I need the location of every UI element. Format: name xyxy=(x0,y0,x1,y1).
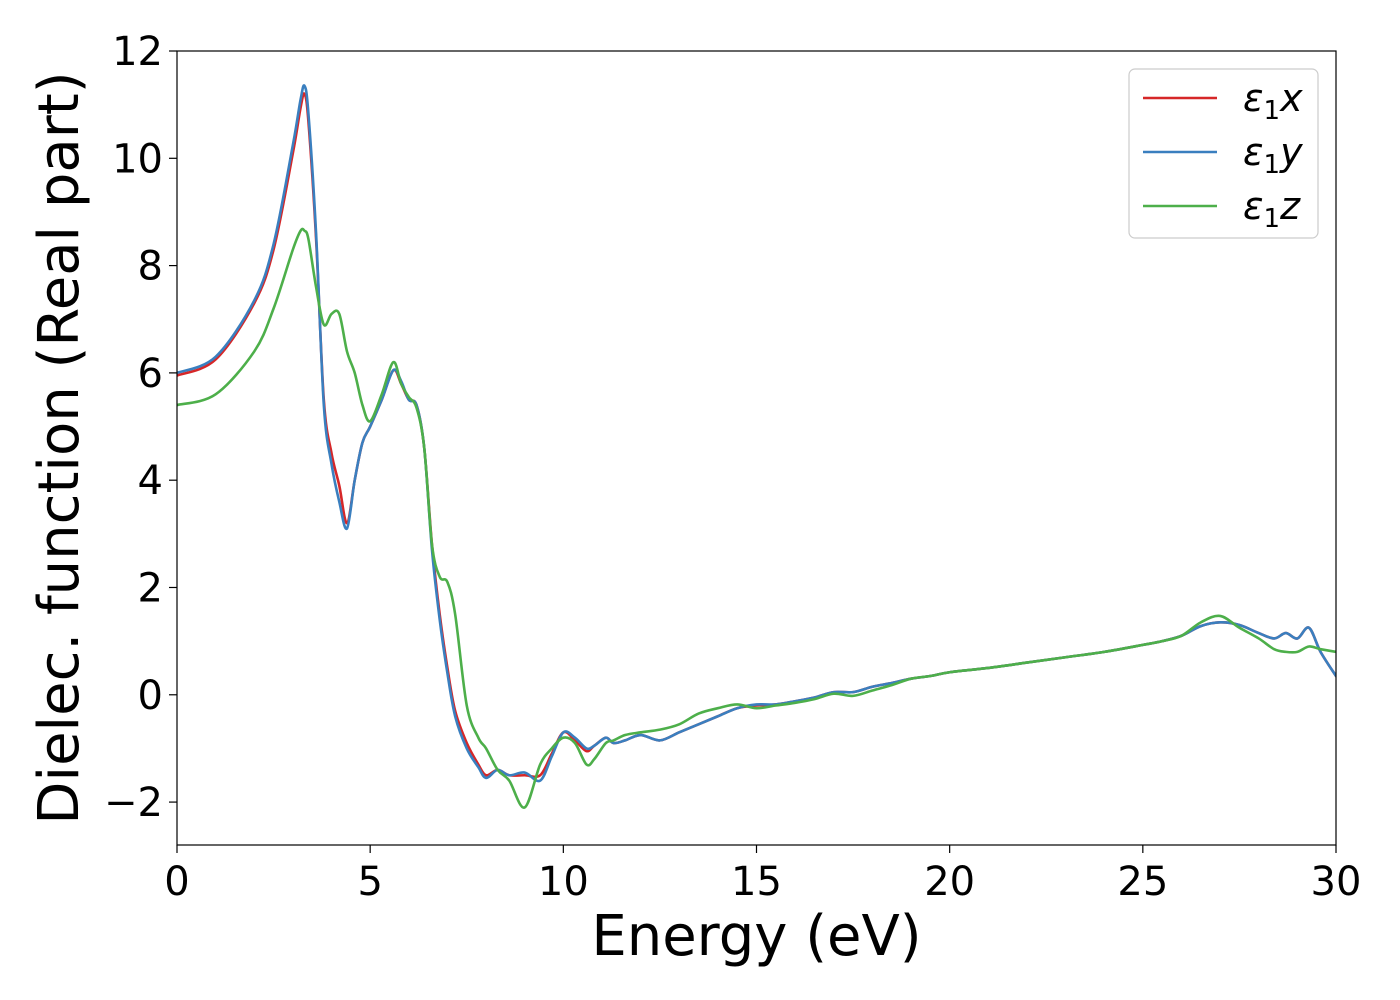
y-tick-label: 10 xyxy=(112,136,163,182)
y-tick-label: 12 xyxy=(112,29,163,75)
x-tick-label: 0 xyxy=(164,859,189,905)
y-tick-label: 8 xyxy=(138,244,163,290)
legend-variable: z xyxy=(1279,184,1301,228)
y-tick-label: 4 xyxy=(138,458,163,504)
x-axis: 0 5 10 15 20 25 30 xyxy=(164,845,1361,905)
y-axis: −2 0 2 4 6 8 10 12 xyxy=(104,29,177,826)
y-tick-label: 2 xyxy=(138,565,163,611)
series-line-z xyxy=(177,227,1336,809)
legend-epsilon: ε xyxy=(1243,130,1264,174)
legend-epsilon: ε xyxy=(1243,76,1264,120)
legend-label-z: ε1z xyxy=(1243,184,1301,234)
series-lines xyxy=(177,84,1336,809)
legend-variable: x xyxy=(1279,76,1303,120)
y-axis-title: Dielec. function (Real part) xyxy=(27,71,92,824)
legend-box xyxy=(1128,68,1319,239)
legend-subscript: 1 xyxy=(1264,96,1281,126)
x-tick-label: 5 xyxy=(357,859,382,905)
legend-subscript: 1 xyxy=(1264,204,1281,234)
x-tick-label: 15 xyxy=(731,859,782,905)
legend-subscript: 1 xyxy=(1264,150,1281,180)
x-tick-label: 10 xyxy=(538,859,589,905)
x-tick-label: 20 xyxy=(924,859,975,905)
x-axis-title: Energy (eV) xyxy=(591,904,921,969)
legend-label-x: ε1x xyxy=(1243,76,1303,126)
x-tick-label: 30 xyxy=(1311,859,1362,905)
y-tick-label: −2 xyxy=(104,780,163,826)
legend-variable: y xyxy=(1279,130,1303,174)
legend-epsilon: ε xyxy=(1243,184,1264,228)
legend-label-y: ε1y xyxy=(1243,130,1303,180)
x-tick-label: 25 xyxy=(1117,859,1168,905)
y-tick-label: 0 xyxy=(138,673,163,719)
y-tick-label: 6 xyxy=(138,351,163,397)
